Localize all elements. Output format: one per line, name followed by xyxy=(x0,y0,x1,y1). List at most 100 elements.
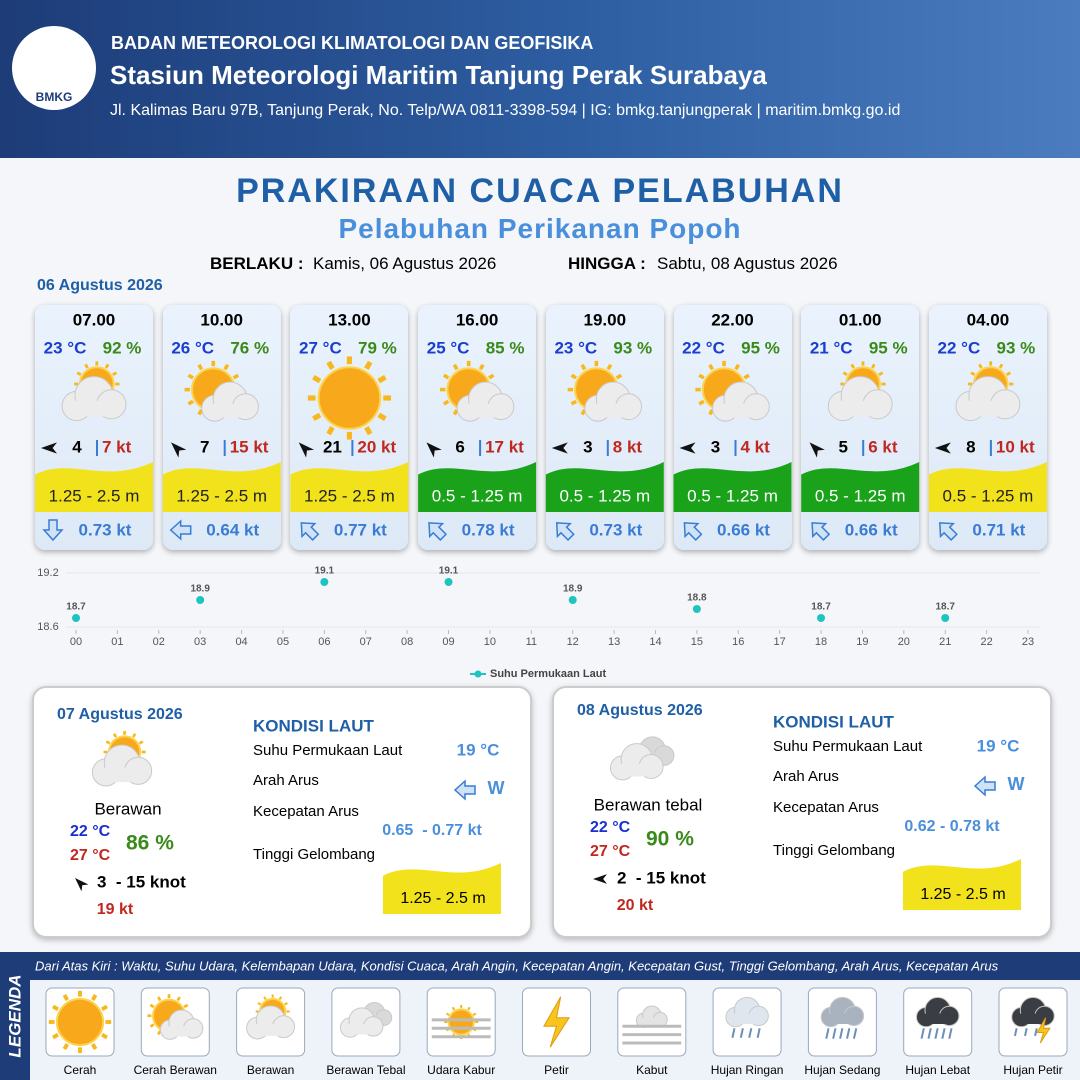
point xyxy=(196,596,205,604)
sun-ray xyxy=(104,363,110,369)
point xyxy=(320,578,329,586)
cloud xyxy=(712,381,770,422)
cloud xyxy=(827,375,893,422)
rain xyxy=(839,1028,844,1039)
x-tick-label: 05 xyxy=(277,636,289,648)
x-tick-label: 07 xyxy=(360,636,372,648)
gust: 20 kt xyxy=(617,897,654,914)
sun-ray xyxy=(132,733,137,738)
time: 04.00 xyxy=(967,310,1010,329)
current-arrow xyxy=(683,522,703,541)
wind-speed: 5 xyxy=(838,437,847,456)
sun-ray xyxy=(326,426,335,436)
address: Jl. Kalimas Baru 97B, Tanjung Perak, No.… xyxy=(110,102,901,119)
time: 07.00 xyxy=(73,310,116,329)
humidity: 93 % xyxy=(997,338,1036,357)
wave-band xyxy=(673,462,792,512)
x-tick-label: 14 xyxy=(649,636,661,648)
rain xyxy=(941,1028,946,1039)
x-tick-label: 17 xyxy=(774,636,786,648)
sun-ray xyxy=(364,426,373,436)
x-tick-label: 02 xyxy=(153,636,165,648)
cloud-base xyxy=(164,1026,199,1037)
sun-ray xyxy=(878,371,884,376)
x-tick-label: 11 xyxy=(526,636,537,648)
sun-ray xyxy=(377,412,387,422)
gust: 7 kt xyxy=(102,437,132,456)
legend-item: Hujan Lebat xyxy=(905,1063,970,1077)
sun-ray xyxy=(263,996,267,1001)
wave-band xyxy=(35,462,153,512)
sun-ray xyxy=(708,363,714,371)
wave-band xyxy=(418,462,537,512)
humidity: 90 % xyxy=(646,828,694,851)
sun-ray xyxy=(442,399,450,406)
header-band xyxy=(0,0,1080,158)
point xyxy=(444,578,453,586)
x-tick-label: 22 xyxy=(980,636,992,648)
wind-arrow xyxy=(426,442,442,458)
wave-band xyxy=(928,462,1047,512)
wind-speed: 21 xyxy=(323,437,342,456)
time: 16.00 xyxy=(456,310,499,329)
wind-arrow xyxy=(934,442,951,454)
current-direction: W xyxy=(1008,774,1025,794)
wave-height: 0.5 - 1.25 m xyxy=(815,486,906,505)
title: PRAKIRAAN CUACA PELABUHAN xyxy=(236,172,844,210)
legend-item: Petir xyxy=(544,1063,569,1077)
sun-ray xyxy=(157,996,162,1002)
sun-ray xyxy=(138,740,144,745)
legend-item: Hujan Ringan xyxy=(711,1063,784,1077)
cloud xyxy=(635,1005,668,1028)
cloud-base xyxy=(251,1024,291,1036)
sun-ray xyxy=(451,1006,456,1011)
cloud xyxy=(339,1007,384,1038)
day-panel xyxy=(32,686,532,938)
condition: Berawan xyxy=(94,799,161,818)
temp-min: 22 °C xyxy=(590,819,631,836)
sun-ray xyxy=(312,374,322,384)
to: Sabtu, 08 Agustus 2026 xyxy=(657,254,838,273)
logo xyxy=(12,26,96,110)
legend-item: Cerah xyxy=(64,1063,97,1077)
x-tick-label: 01 xyxy=(111,636,123,648)
field-label: Arah Arus xyxy=(773,768,839,785)
cloud-base xyxy=(67,400,121,417)
x-tick-label: 10 xyxy=(484,636,496,648)
cloud-base xyxy=(344,1024,380,1035)
current-speed: 0.65 - 0.77 kt xyxy=(382,822,482,839)
sun-ray xyxy=(377,374,387,384)
cloud-base xyxy=(834,400,887,417)
gust: 20 kt xyxy=(357,437,396,456)
legend-band xyxy=(30,952,1080,980)
sun-ray xyxy=(478,363,485,371)
date: 07 Agustus 2026 xyxy=(57,706,183,723)
cloud xyxy=(456,381,515,422)
field-label: Kecepatan Arus xyxy=(773,799,879,816)
x-tick-label: 13 xyxy=(608,636,620,648)
cloud-base xyxy=(729,1013,765,1024)
wind-arrow xyxy=(593,874,607,884)
wave-height: 0.5 - 1.25 m xyxy=(943,486,1034,505)
sun-ray xyxy=(606,363,613,371)
sun-ray xyxy=(101,1004,108,1011)
sun-ray xyxy=(998,363,1004,369)
temperature: 26 °C xyxy=(171,338,214,357)
current-arrow xyxy=(42,519,64,542)
value-label: 18.9 xyxy=(563,584,583,595)
rain xyxy=(920,1028,925,1039)
sun-ray xyxy=(149,1003,155,1009)
y-tick-label: 19.2 xyxy=(37,567,58,579)
sun xyxy=(317,366,382,430)
value-label: 18.9 xyxy=(190,584,210,595)
wind: 2 - 15 knot xyxy=(617,868,706,887)
rain xyxy=(927,1028,932,1039)
legend-bar xyxy=(0,952,30,1080)
time: 01.00 xyxy=(839,310,882,329)
cloud-base xyxy=(97,767,147,783)
value-label: 19.1 xyxy=(439,566,459,577)
station: Stasiun Meteorologi Maritim Tanjung Pera… xyxy=(110,60,767,90)
cloud-base xyxy=(717,403,764,418)
cloud-base xyxy=(615,763,659,777)
